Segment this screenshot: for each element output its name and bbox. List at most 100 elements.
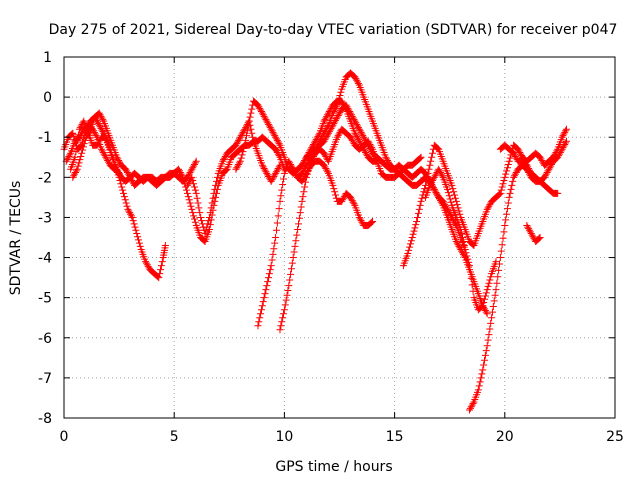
data-point-marker [136,242,144,250]
data-point-marker [99,148,107,156]
data-point-marker [99,116,107,124]
data-point-marker [434,144,442,152]
data-point-marker [507,185,515,193]
data-point-marker [309,152,317,160]
data-point-marker [474,386,482,394]
data-point-marker [257,106,265,114]
data-point-marker [333,113,341,121]
data-point-marker [354,134,362,142]
data-point-marker [260,112,268,120]
data-point-marker [255,103,263,111]
data-point-marker [73,165,81,173]
data-point-marker [234,138,242,146]
data-point-marker [186,199,194,207]
data-point-marker [84,130,92,138]
data-point-marker [239,128,247,136]
data-point-marker [453,239,461,247]
x-axis-label: GPS time / hours [275,459,392,475]
data-point-marker [270,130,278,138]
data-point-marker [432,189,440,197]
data-point-marker [443,204,451,212]
data-point-marker [320,161,328,169]
data-point-marker [546,164,554,172]
data-point-marker [469,241,477,249]
data-point-marker [495,191,503,199]
data-point-marker [78,128,86,136]
data-point-marker [498,241,506,249]
data-point-marker [413,217,421,225]
data-point-marker [496,189,504,197]
data-point-marker [554,189,562,197]
data-point-marker [362,148,370,156]
data-point-marker [482,347,490,355]
data-point-marker [185,178,193,186]
data-point-marker [80,140,88,148]
data-point-marker [246,113,254,121]
data-point-marker [210,189,218,197]
data-point-marker [123,167,131,175]
data-point-marker [321,116,329,124]
data-point-marker [417,197,425,205]
data-point-marker [300,174,308,182]
data-point-marker [446,195,454,203]
data-point-marker [190,180,198,188]
data-point-marker [288,259,296,267]
data-point-marker [478,302,486,310]
data-point-marker [242,136,250,144]
data-point-marker [306,147,314,155]
data-point-marker [503,210,511,218]
data-point-marker [335,110,343,118]
data-point-marker [497,247,505,255]
data-point-marker [310,139,318,147]
data-point-marker [416,201,424,209]
data-point-marker [126,209,134,217]
data-point-marker [352,75,360,83]
data-point-marker [119,186,127,194]
data-point-marker [239,148,247,156]
data-point-marker [350,116,358,124]
data-point-marker [191,218,199,226]
data-point-marker [510,151,518,159]
data-point-marker [128,213,136,221]
data-point-marker [558,145,566,153]
data-point-marker [428,153,436,161]
data-point-marker [235,159,243,167]
data-point-marker [414,209,422,217]
data-point-marker [501,221,509,229]
data-point-marker [406,243,414,251]
data-point-marker [355,213,363,221]
data-point-marker [285,282,293,290]
data-point-marker [525,226,533,234]
x-tick-label: 25 [606,429,624,445]
data-point-marker [477,374,485,382]
data-point-marker [258,302,266,310]
data-point-marker [289,165,297,173]
data-point-marker [481,292,489,300]
data-point-marker [466,404,474,412]
data-point-marker [503,205,511,213]
data-point-marker [285,157,293,165]
data-point-marker [286,159,294,167]
data-point-marker [447,212,455,220]
data-point-marker [501,173,509,181]
data-point-marker [213,173,221,181]
data-point-marker [309,140,317,148]
data-point-marker [339,194,347,202]
data-point-marker [90,128,98,136]
data-point-marker [414,213,422,221]
y-tick-label: -7 [38,371,52,387]
data-point-marker [188,205,196,213]
data-point-marker [362,150,370,158]
data-point-marker [467,274,475,282]
data-point-marker [409,230,417,238]
data-point-marker [331,118,339,126]
data-point-marker [547,162,555,170]
data-point-marker [444,189,452,197]
data-point-marker [291,242,299,250]
data-point-marker [272,168,280,176]
chart-title: Day 275 of 2021, Sidereal Day-to-day VTE… [49,22,618,38]
data-point-marker [245,117,253,125]
data-point-marker [277,192,285,200]
data-point-marker [421,185,429,193]
data-point-marker [183,189,191,197]
